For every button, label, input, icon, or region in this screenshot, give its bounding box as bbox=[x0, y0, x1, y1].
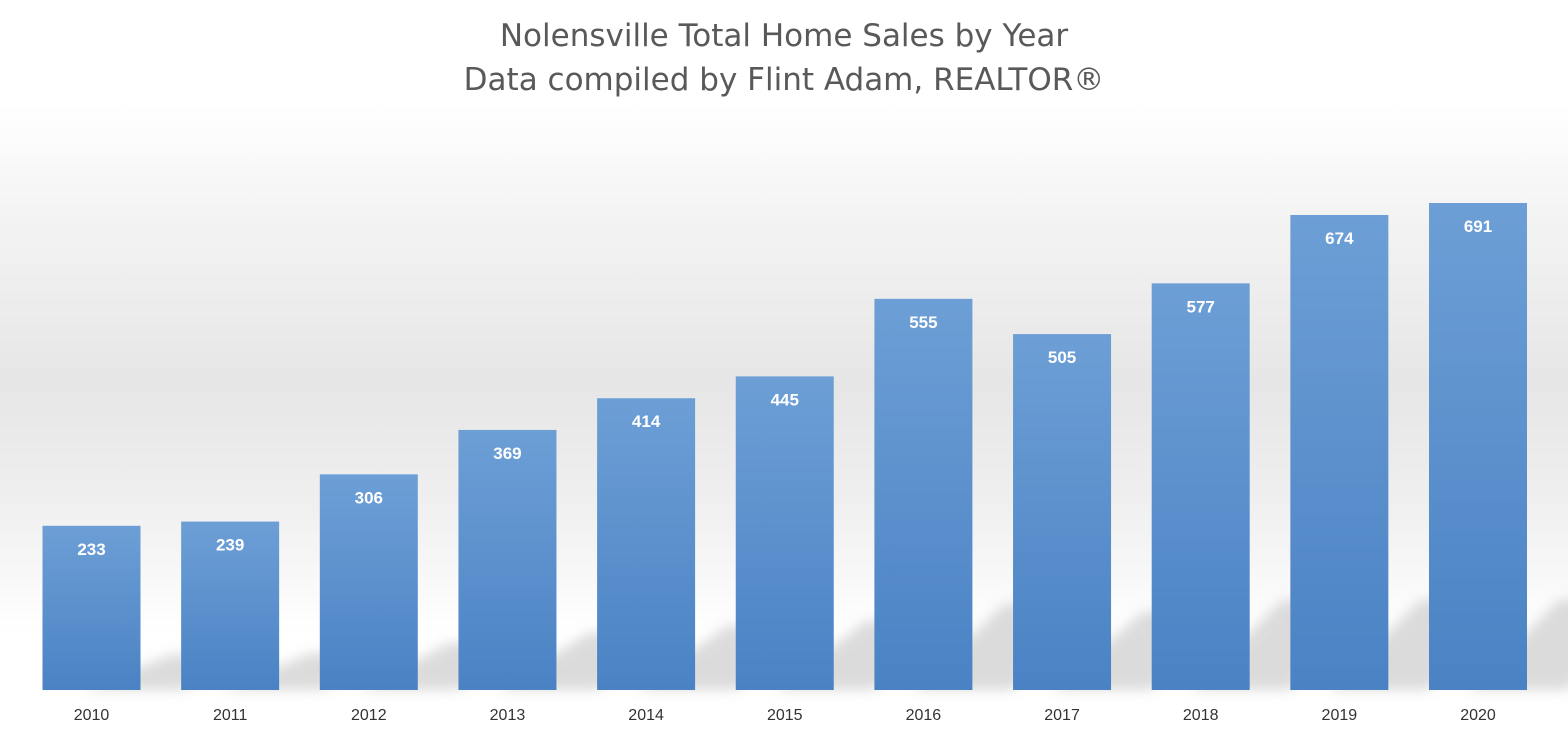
data-label-layer: 233 239 306 369 414 445 555 505 577 674 691 bbox=[77, 217, 1492, 559]
x-tick-label-2014: 2014 bbox=[628, 707, 664, 724]
data-label-2016: 555 bbox=[909, 313, 937, 332]
x-tick-label-2011: 2011 bbox=[213, 707, 248, 724]
data-label-2015: 445 bbox=[771, 390, 799, 409]
data-label-2020: 691 bbox=[1464, 217, 1492, 236]
bar-2014 bbox=[597, 398, 696, 690]
bar-2013 bbox=[458, 429, 557, 690]
data-label-2014: 414 bbox=[632, 412, 661, 431]
data-label-2019: 674 bbox=[1325, 229, 1354, 248]
bar-2018 bbox=[1151, 283, 1250, 690]
data-label-2010: 233 bbox=[77, 540, 105, 559]
x-tick-label-2010: 2010 bbox=[74, 707, 110, 724]
bar-2019 bbox=[1290, 214, 1389, 690]
chart-title: Nolensville Total Home Sales by Year bbox=[499, 18, 1069, 54]
data-label-2017: 505 bbox=[1048, 348, 1076, 367]
bar-layer bbox=[42, 203, 1527, 690]
data-label-2012: 306 bbox=[355, 488, 383, 507]
x-tick-label-2012: 2012 bbox=[351, 707, 387, 724]
x-tick-label-2016: 2016 bbox=[906, 707, 942, 724]
data-label-2011: 239 bbox=[216, 536, 244, 555]
x-tick-label-2019: 2019 bbox=[1322, 707, 1358, 724]
x-tick-label-2017: 2017 bbox=[1044, 707, 1080, 724]
bar-2016 bbox=[874, 298, 973, 690]
x-tick-layer: 2010 2011 2012 2013 2014 2015 2016 2017 2018 2019… bbox=[74, 707, 1496, 724]
x-tick-label-2013: 2013 bbox=[490, 707, 526, 724]
chart-subtitle: Data compiled by Flint Adam, REALTOR® bbox=[463, 62, 1105, 98]
bar-2012 bbox=[319, 474, 418, 690]
data-label-2013: 369 bbox=[493, 444, 521, 463]
x-tick-label-2018: 2018 bbox=[1183, 707, 1219, 724]
bar-2020 bbox=[1429, 203, 1527, 690]
data-label-2018: 577 bbox=[1187, 297, 1215, 316]
bar-2011 bbox=[181, 521, 280, 690]
x-tick-label-2015: 2015 bbox=[767, 707, 803, 724]
bar-2017 bbox=[1013, 334, 1112, 690]
bar-2015 bbox=[735, 376, 834, 690]
x-tick-label-2020: 2020 bbox=[1460, 707, 1496, 724]
bar-2010 bbox=[42, 525, 141, 690]
